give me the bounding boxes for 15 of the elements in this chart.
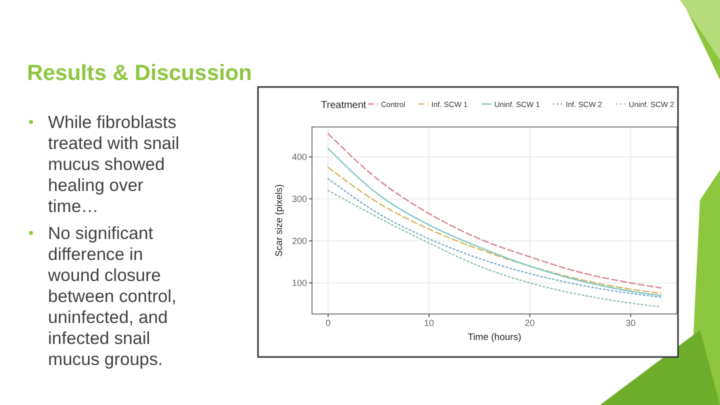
x-tick-label: 0 (326, 318, 331, 328)
x-tick-label: 10 (424, 318, 434, 328)
y-tick-label: 100 (292, 278, 307, 288)
chart-title: Results & Discussion (27, 60, 252, 85)
text: No significant difference in wound closure between control, uninfected, and infected snail mucus groups. (47, 223, 176, 369)
y-tick-label: 300 (292, 194, 307, 204)
legend-title: Treatment (321, 100, 366, 111)
x-axis-title: Time (hours) (468, 332, 522, 343)
x-tick-label: 20 (524, 318, 535, 328)
x-tick-label: 30 (626, 318, 636, 328)
y-tick-label: 400 (292, 152, 307, 162)
y-axis-title: Scar size (pixels) (274, 184, 285, 257)
text: While fibroblasts treated with snail mucus showed healing over time… (48, 112, 180, 216)
line-series (327, 190, 662, 308)
y-tick-label: 200 (292, 236, 307, 246)
